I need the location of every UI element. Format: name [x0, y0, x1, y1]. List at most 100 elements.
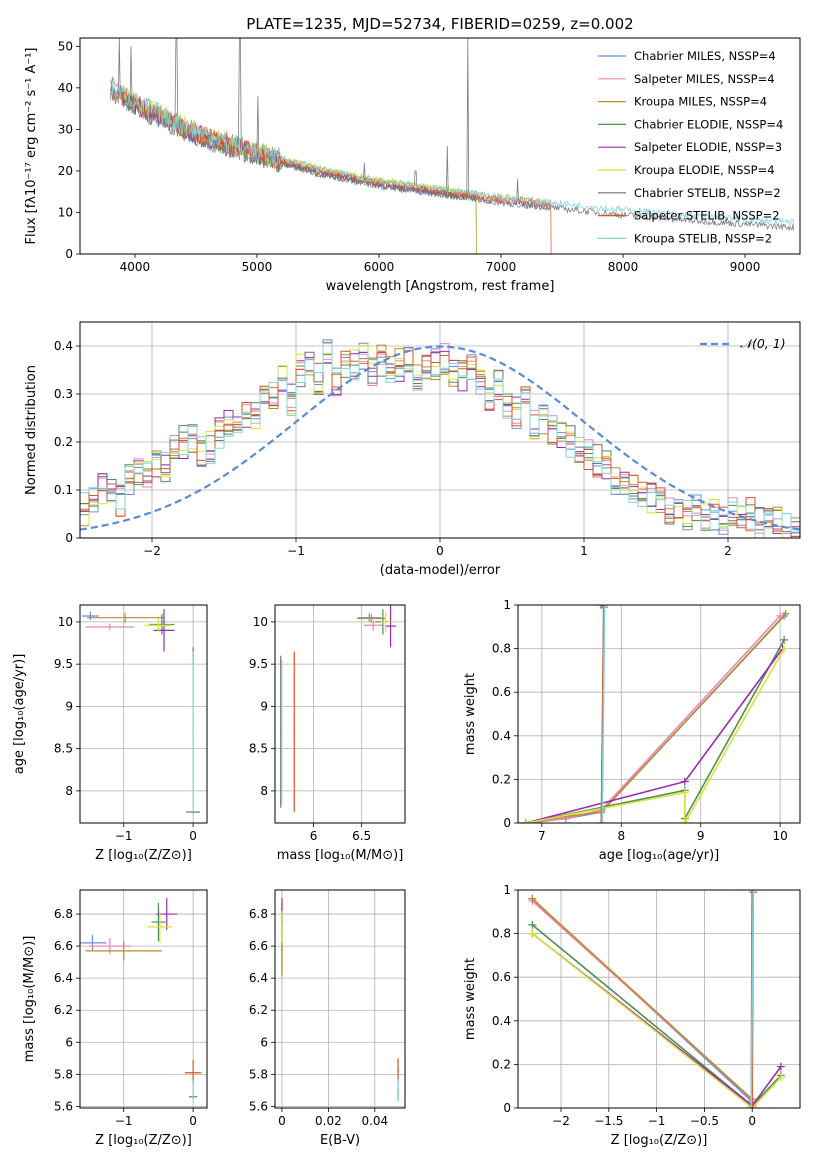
x-tick-label: 2 — [724, 544, 732, 558]
y-tick-label: 1 — [503, 883, 511, 897]
legend-label: Salpeter STELIB, NSSP=2 — [634, 209, 780, 223]
plus-marker — [680, 819, 689, 823]
legend-label: Kroupa ELODIE, NSSP=4 — [634, 163, 775, 177]
y-tick-label: 0.4 — [492, 1014, 511, 1028]
chart-cum_Z: −2 −1.5 −1 −0.5 0 0 0.2 0.4 0.6 0.8 1 Z [log₁₀(Z/Z⊙… — [463, 883, 801, 1148]
x-tick-label: 6.5 — [352, 829, 371, 843]
x-tick-label: 10 — [773, 829, 788, 843]
x-tick-label: 0.04 — [361, 1114, 388, 1128]
legend-label: Salpeter MILES, NSSP=4 — [634, 72, 775, 86]
x-tick-label: −0.5 — [690, 1114, 719, 1128]
chart-residuals: −2 −1 0 1 2 0 0.1 0.2 0.3 0.4 (data-model)/error No… — [24, 321, 801, 578]
y-tick-label: 40 — [58, 81, 73, 95]
y-tick-label: 0 — [503, 1101, 511, 1115]
spectrum-line — [110, 85, 552, 254]
chart-mass_vs_Z: −1 0 5.6 5.8 6 6.2 6.4 6.6 6.8 Z [log₁₀(Z/Z⊙)] mas… — [22, 889, 208, 1148]
data-point — [281, 948, 283, 951]
x-tick-label: 5000 — [242, 260, 273, 274]
x-tick-label: 4000 — [120, 260, 151, 274]
cumulative-line — [601, 605, 606, 823]
y-tick-label: 10 — [58, 205, 73, 219]
x-tick-label: −1 — [115, 829, 133, 843]
plot-area — [82, 609, 201, 813]
cumulative-line — [525, 615, 781, 823]
spectrum-line — [110, 77, 795, 227]
data-point — [281, 926, 283, 928]
x-axis-label: Z [log₁₀(Z/Z⊙)] — [95, 848, 192, 863]
data-point — [397, 1070, 399, 1072]
x-tick-label: 9000 — [730, 260, 761, 274]
x-tick-label: 6000 — [364, 260, 395, 274]
y-tick-label: 8.5 — [54, 742, 73, 756]
x-tick-label: −1 — [287, 544, 305, 558]
data-point — [370, 617, 373, 620]
cumulative-line — [531, 898, 753, 1100]
y-tick-label: 6.4 — [249, 971, 268, 985]
y-tick-label: 10 — [253, 615, 268, 629]
cumulative-line — [525, 615, 785, 823]
x-tick-label: 0 — [278, 1114, 286, 1128]
data-point — [89, 615, 92, 617]
normal-curve — [80, 345, 800, 531]
y-tick-label: 6.4 — [54, 971, 73, 985]
histogram-step — [80, 342, 800, 538]
x-axis-label: mass [log₁₀(M/M⊙)] — [277, 848, 404, 863]
axes-frame — [274, 604, 406, 824]
data-point — [109, 945, 111, 947]
y-axis-label: Normed distribution — [24, 365, 39, 495]
y-tick-label: 0.2 — [492, 1057, 511, 1071]
chart-spectrum: 4000 5000 6000 7000 8000 9000 0 10 20 30 40 50 wavel… — [24, 37, 801, 294]
data-point — [293, 730, 296, 733]
data-point — [157, 624, 160, 627]
y-tick-label: 6.8 — [54, 907, 73, 921]
legend-label: Chabrier STELIB, NSSP=2 — [634, 186, 781, 200]
axes-frame — [517, 889, 801, 1109]
y-tick-label: 0 — [65, 531, 73, 545]
x-tick-label: 6 — [310, 829, 318, 843]
plus-marker — [776, 1062, 785, 1071]
x-tick-label: 8 — [617, 829, 625, 843]
plus-marker — [528, 894, 537, 903]
y-tick-label: 6.2 — [54, 1003, 73, 1017]
chart-age_vs_Z: −1 0 8 8.5 9 9.5 10 Z [log₁₀(Z/Z⊙)] age [log₁₀(a… — [12, 604, 208, 863]
x-axis-label: Z [log₁₀(Z/Z⊙)] — [95, 1133, 192, 1148]
y-axis-label: mass weight — [463, 958, 478, 1040]
y-tick-label: 6.8 — [249, 907, 268, 921]
y-tick-label: 0.8 — [492, 642, 511, 656]
x-tick-label: −1.5 — [594, 1114, 623, 1128]
plus-marker — [747, 1104, 756, 1108]
legend-label: Chabrier ELODIE, NSSP=4 — [634, 117, 783, 131]
y-tick-label: 0.3 — [54, 387, 73, 401]
x-tick-label: 0.02 — [315, 1114, 342, 1128]
plus-marker — [776, 1073, 785, 1082]
plus-marker — [528, 929, 537, 938]
plot-area — [521, 605, 790, 823]
y-tick-label: 1 — [503, 598, 511, 612]
plus-marker — [597, 819, 606, 823]
y-tick-label: 6 — [260, 1035, 268, 1049]
x-tick-label: 0 — [748, 1114, 756, 1128]
histogram-step — [80, 342, 800, 538]
x-tick-label: −2 — [552, 1114, 570, 1128]
data-point — [192, 1089, 194, 1092]
cumulative-line — [525, 613, 787, 823]
y-tick-label: 50 — [58, 39, 73, 53]
x-axis-label: (data-model)/error — [380, 563, 501, 578]
x-tick-label: 1 — [580, 544, 588, 558]
data-point — [192, 1071, 194, 1074]
x-axis-label: wavelength [Angstrom, rest frame] — [326, 279, 555, 294]
y-axis-label: age [log₁₀(age/yr)] — [12, 654, 27, 775]
y-tick-label: 0.4 — [54, 339, 73, 353]
y-tick-label: 8.5 — [249, 742, 268, 756]
plot-area — [279, 605, 397, 813]
y-tick-label: 9.5 — [54, 657, 73, 671]
y-tick-label: 5.6 — [249, 1099, 268, 1113]
spectrum-line — [110, 76, 552, 205]
data-point — [163, 629, 165, 632]
y-tick-label: 0.6 — [492, 685, 511, 699]
plus-marker — [680, 788, 689, 797]
data-point — [165, 913, 168, 915]
y-tick-label: 0 — [65, 247, 73, 261]
x-tick-label: 0 — [189, 1114, 197, 1128]
